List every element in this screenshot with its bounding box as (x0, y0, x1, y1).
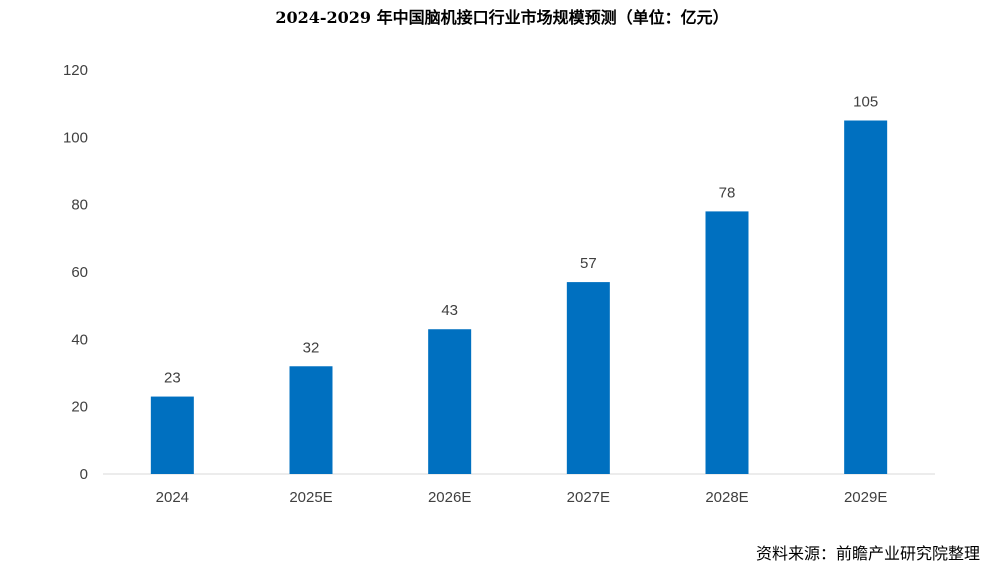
y-tick-label: 120 (63, 62, 88, 79)
x-tick-label: 2024 (156, 489, 189, 506)
bar-2026E (428, 329, 472, 474)
y-tick-label: 40 (71, 331, 88, 348)
y-tick-label: 100 (63, 129, 88, 146)
x-tick-label: 2025E (289, 489, 332, 506)
bars-group (150, 120, 888, 474)
data-labels-group: 23 32 43 57 78 105 (164, 94, 878, 387)
x-axis: 2024 2025E 2026E 2027E 2028E 2029E (156, 489, 888, 506)
x-tick-label: 2027E (567, 489, 610, 506)
y-tick-label: 60 (71, 264, 88, 281)
data-label-2029E: 105 (853, 94, 878, 111)
data-label-2027E: 57 (580, 255, 597, 272)
bar-2029E (844, 120, 888, 474)
source-note: 资料来源：前瞻产业研究院整理 (755, 544, 980, 563)
y-tick-label: 80 (71, 197, 88, 214)
x-tick-label: 2029E (844, 489, 887, 506)
bar-2028E (705, 211, 749, 474)
bar-2025E (289, 366, 333, 474)
x-tick-label: 2026E (428, 489, 471, 506)
bar-2024 (150, 396, 194, 474)
data-label-2025E: 32 (303, 339, 320, 356)
bar-2027E (566, 282, 610, 474)
x-tick-label: 2028E (705, 489, 748, 506)
data-label-2024: 23 (164, 370, 181, 387)
data-label-2028E: 78 (719, 184, 736, 201)
y-axis: 0 20 40 60 80 100 120 (63, 62, 88, 483)
data-label-2026E: 43 (441, 302, 458, 319)
chart-title: 2024-2029 年中国脑机接口行业市场规模预测（单位：亿元） (275, 8, 729, 27)
y-tick-label: 0 (80, 466, 88, 483)
y-tick-label: 20 (71, 399, 88, 416)
